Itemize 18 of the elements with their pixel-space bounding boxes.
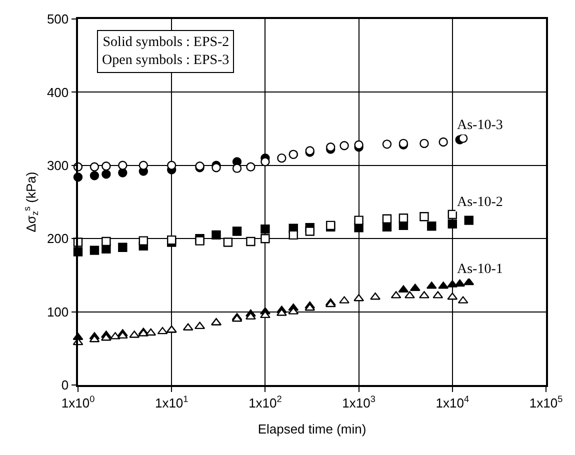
y-tick-label: 0 — [61, 378, 69, 393]
annotation: As-10-3 — [457, 118, 503, 133]
x-tick-label: 1x10$^{1}$ — [154, 394, 188, 410]
x-tick-label: 1x10$^{5}$ — [529, 394, 563, 410]
x-tick-label: 1x10$^{4}$ — [436, 394, 470, 410]
x-tick-label: 1x10$^{0}$ — [61, 394, 95, 410]
x-tick-label: 1x10$^{2}$ — [248, 394, 282, 410]
y-tick-label: 100 — [46, 304, 69, 320]
annotation: Solid symbols : EPS-2 — [102, 35, 230, 50]
y-tick-label: 200 — [46, 231, 69, 246]
y-tick-label: 500 — [46, 12, 69, 27]
x-tick-label: 1x10$^{3}$ — [342, 394, 376, 410]
annotation: As-10-2 — [457, 195, 503, 210]
y-tick-label: 400 — [46, 84, 69, 100]
y-tick-label: 300 — [46, 158, 69, 173]
annotation: As-10-1 — [457, 262, 503, 277]
annotation: Open symbols : EPS-3 — [102, 53, 230, 68]
x-axis-title: Elapsed time (min) — [258, 421, 366, 436]
